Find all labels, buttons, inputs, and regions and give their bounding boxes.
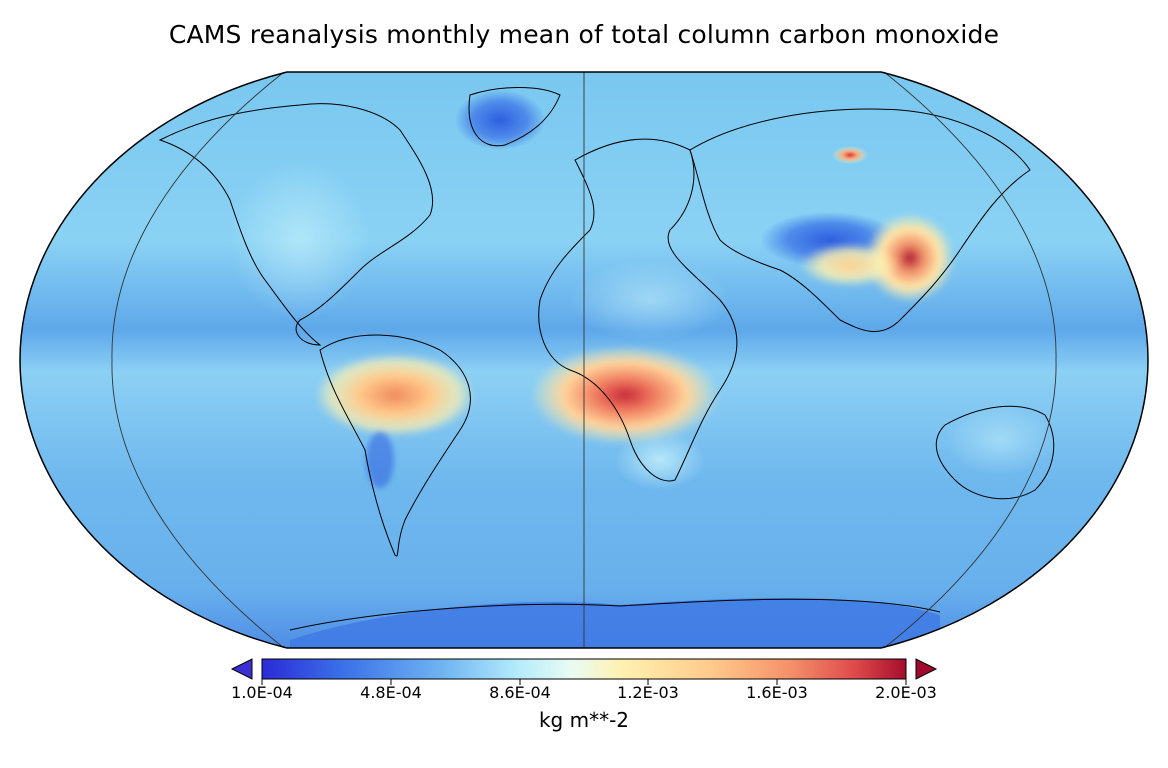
india-hotspot [800,243,900,287]
australia-outline [935,405,1055,500]
north-america-outline [158,103,434,346]
europe-africa-outline [538,138,738,482]
south-america-outline [319,334,471,557]
sahara-tint [570,260,730,340]
colorbar-bar [261,658,907,680]
antarctica-low [290,597,940,648]
greenland-outline [468,87,561,147]
coastlines [158,87,1055,631]
central-africa-hotspot [530,345,720,445]
colorbar-tick-label: 4.8E-04 [360,683,422,702]
colorbar-tick-label: 1.2E-03 [617,683,679,702]
colorbar-tick-label: 2.0E-03 [875,683,937,702]
colorbar-tick-label: 1.0E-04 [231,683,293,702]
asia-outline [689,108,1031,333]
graticule [111,71,1057,649]
western-meridian [111,71,285,649]
amazon-hotspot [315,353,475,437]
antarctica-outline [289,598,941,631]
australia-tint [945,405,1055,475]
siberia-hotspot [832,146,868,164]
colorbar-units: kg m**-2 [538,708,630,732]
southern-africa-tint [615,430,705,490]
colorbar-ticks [261,679,907,685]
colorbar-tick-label: 8.6E-04 [489,683,551,702]
greenland-low [455,90,545,150]
colorbar-under-arrow [230,658,253,680]
colorbar-over-arrow [915,658,938,680]
andes-low [366,432,394,488]
eastern-meridian [883,71,1057,649]
east-china-hotspot [865,213,955,303]
globe-outline [19,71,1149,649]
map-title: CAMS reanalysis monthly mean of total co… [168,20,1000,49]
colorbar-tick-label: 1.6E-03 [746,683,808,702]
colorbar [230,658,938,685]
north-america-tint [230,160,370,320]
